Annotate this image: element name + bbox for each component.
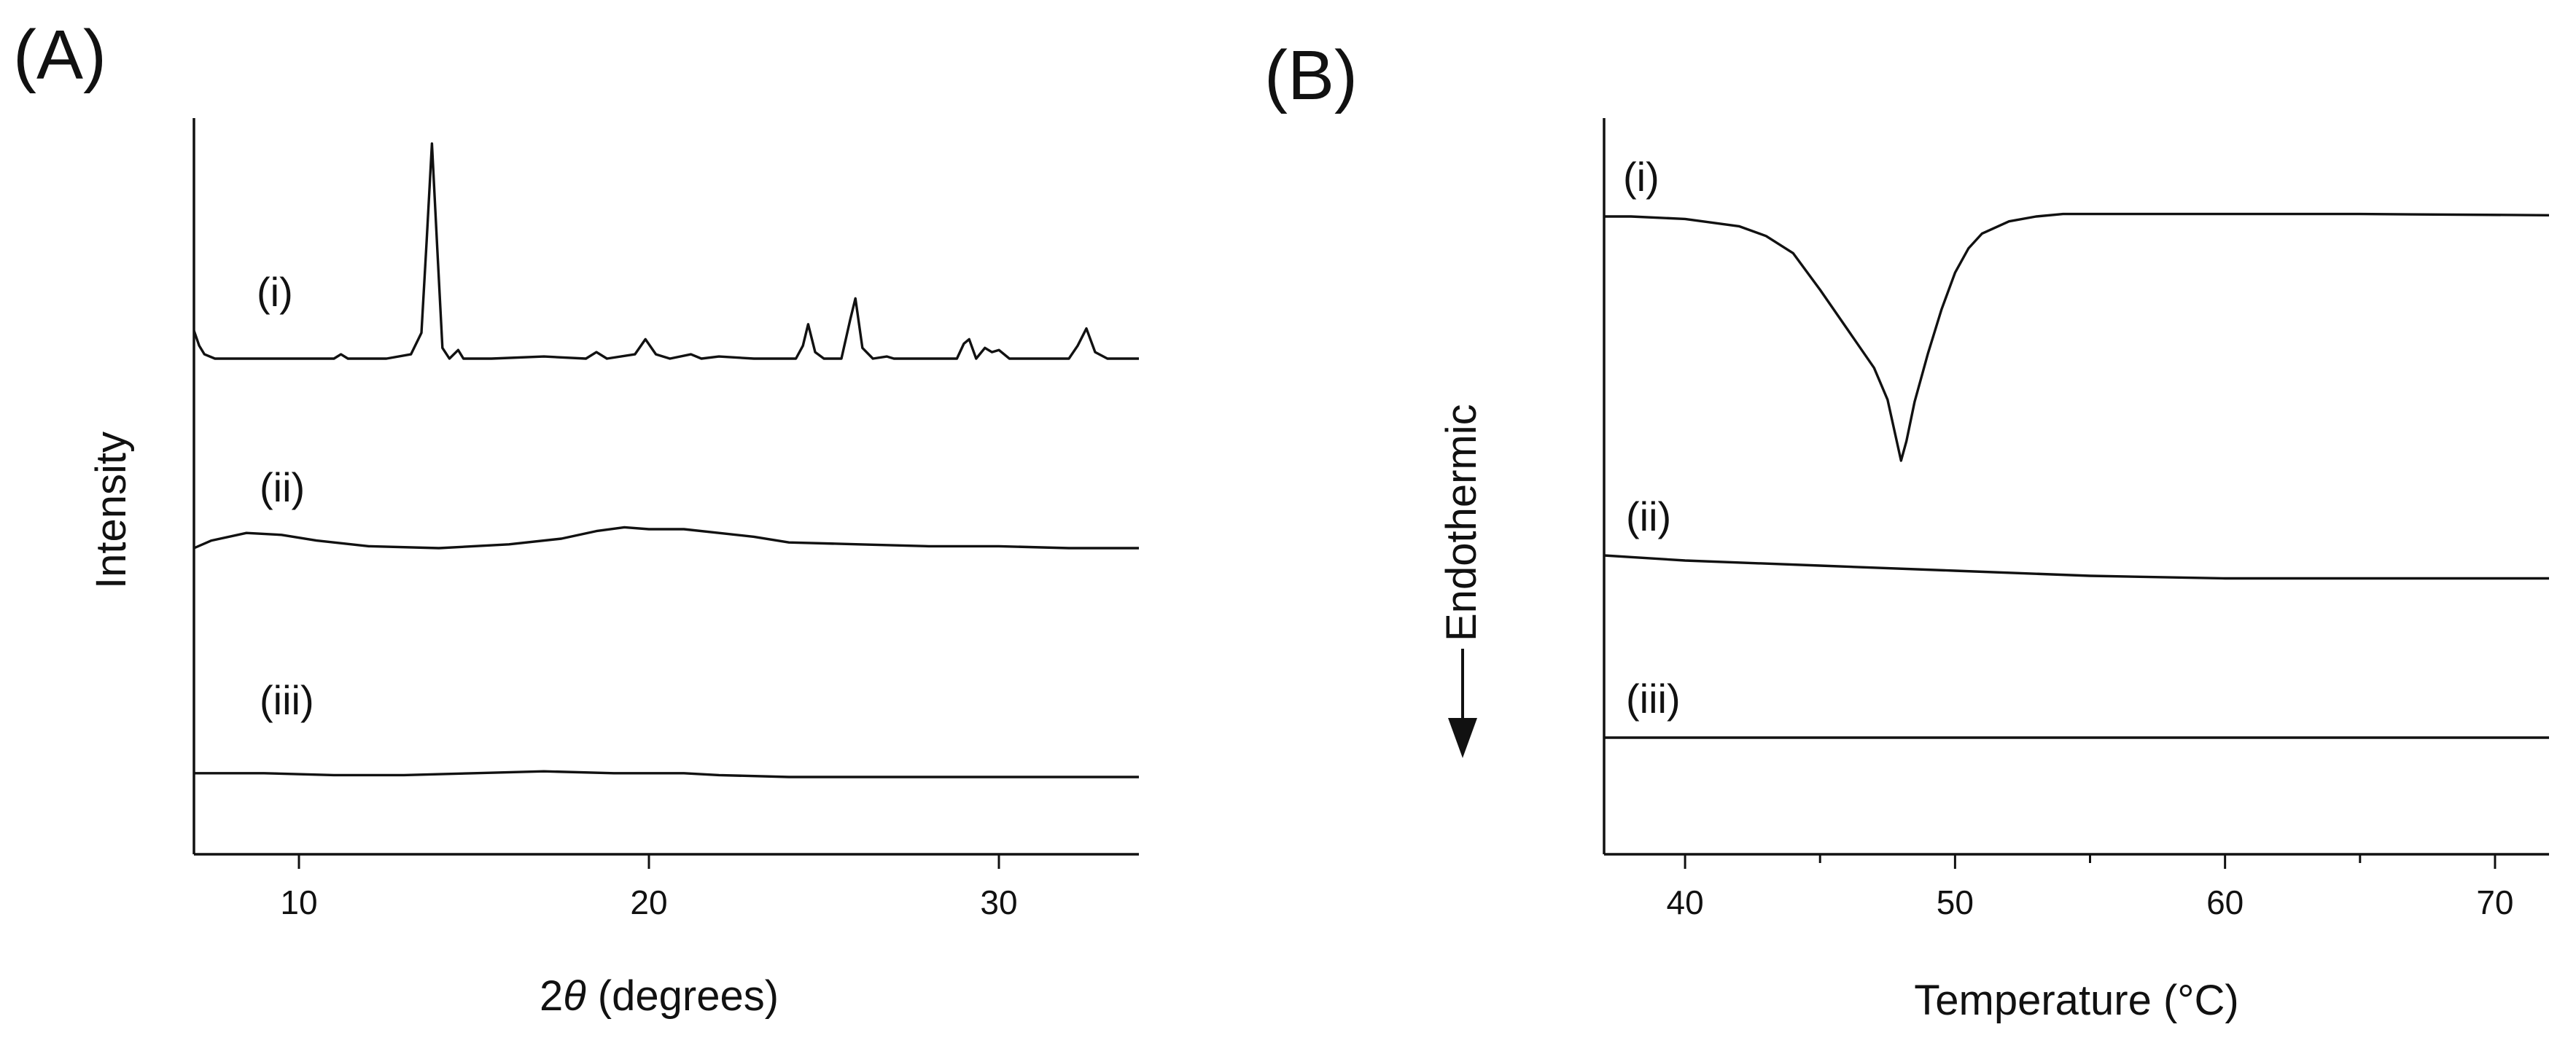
- x-tick-label-30: 30: [980, 883, 1017, 921]
- panel-b-trace-label-ii: (ii): [1626, 493, 1671, 539]
- panel-a-trace-ii: [193, 526, 1139, 550]
- panel-b-ylabel: Endothermic: [1438, 404, 1485, 641]
- x-tick-label-70: 70: [2476, 883, 2513, 921]
- x-tick-label-40: 40: [1666, 883, 1703, 921]
- panel-b-trace-i: [1604, 212, 2550, 462]
- x-tick-label-10: 10: [280, 883, 317, 921]
- panel-a-x-ticks: 10 20 30: [280, 854, 1018, 921]
- panel-b-trace-ii: [1603, 554, 2549, 580]
- panel-a-trace-label-iii: (iii): [260, 677, 314, 723]
- panel-a-trace-label-ii: (ii): [260, 464, 305, 510]
- panel-a-label: (A): [13, 16, 106, 94]
- x-tick-label-50: 50: [1937, 883, 1974, 921]
- panel-a-traces: [192, 142, 1139, 778]
- panel-a-trace-i: [192, 142, 1139, 360]
- panel-b-trace-label-i: (i): [1623, 154, 1659, 200]
- panel-a-xlabel: 2θ (degrees): [540, 972, 779, 1020]
- panel-a-ylabel: Intensity: [87, 432, 135, 589]
- x-tick-label-60: 60: [2206, 883, 2244, 921]
- panel-b-label: (B): [1264, 36, 1358, 114]
- panel-a: (A) 10 20 30 (i) (ii) (iii) Intensity 2θ (…: [13, 16, 1139, 1020]
- panel-b-x-ticks: 40 50 60 70: [1666, 854, 2514, 921]
- x-tick-label-20: 20: [630, 883, 667, 921]
- panel-a-trace-iii: [194, 770, 1139, 778]
- panel-b-trace-label-iii: (iii): [1626, 676, 1681, 722]
- panel-b-xlabel: Temperature (°C): [1914, 977, 2238, 1024]
- panel-a-trace-label-i: (i): [257, 269, 293, 315]
- panel-b-ylabel-arrow-head: [1448, 718, 1477, 758]
- panel-b: (B) 40 50 60 70 (i) (ii) (iii) Endothermic …: [1264, 36, 2550, 1024]
- panel-b-traces: [1603, 212, 2550, 739]
